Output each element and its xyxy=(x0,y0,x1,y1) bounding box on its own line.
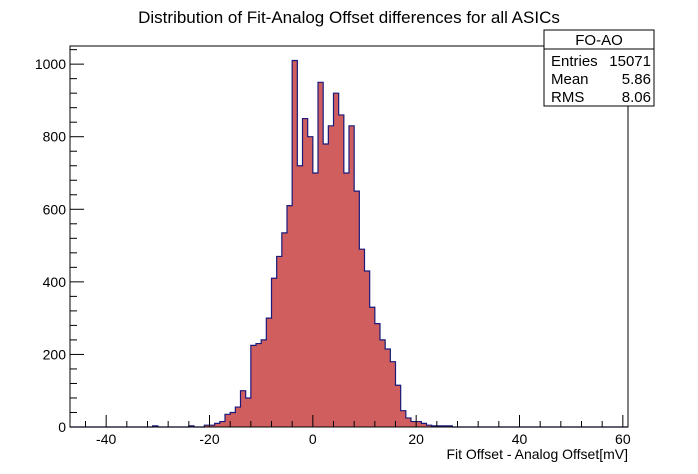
histogram-bar xyxy=(328,125,334,427)
histogram-bar xyxy=(333,93,339,428)
stats-rms-label: RMS xyxy=(551,89,584,106)
histogram-bar xyxy=(421,423,427,427)
histogram-bar xyxy=(266,318,272,427)
histogram-bar xyxy=(323,143,329,427)
stats-box: FO-AO Entries 15071 Mean 5.86 RMS 8.06 xyxy=(543,29,655,107)
y-tick-label: 0 xyxy=(58,419,66,435)
histogram-bars xyxy=(152,60,453,428)
histogram-bar xyxy=(276,256,283,427)
histogram-bar xyxy=(364,270,370,427)
histogram-bar xyxy=(225,414,231,427)
histogram-bar xyxy=(240,390,246,427)
histogram-bar xyxy=(235,407,241,427)
histogram-bar xyxy=(245,397,252,427)
histogram-bar xyxy=(349,125,355,427)
histogram-bar xyxy=(230,412,236,427)
x-tick-label: -20 xyxy=(199,431,219,447)
histogram-bar xyxy=(261,339,267,427)
histogram-bar xyxy=(281,232,288,427)
histogram-bar xyxy=(354,191,360,427)
stats-rms-value: 8.06 xyxy=(622,89,651,106)
histogram-bar xyxy=(426,425,432,427)
histogram-bar xyxy=(250,345,257,427)
x-tick-label: 0 xyxy=(309,431,317,447)
y-tick-label: 1000 xyxy=(35,56,66,72)
x-tick-label: 40 xyxy=(512,431,528,447)
histogram-bar xyxy=(292,60,298,427)
histogram-bar xyxy=(338,114,345,427)
histogram-bar xyxy=(374,323,381,427)
stats-entries-value: 15071 xyxy=(609,53,651,70)
x-axis-ticks: -40 -20 0 20 40 60 xyxy=(85,415,631,447)
histogram-bar xyxy=(219,421,226,427)
histogram-bar xyxy=(359,249,365,427)
y-tick-label: 800 xyxy=(43,129,67,145)
chart-title: Distribution of Fit-Analog Offset differ… xyxy=(138,8,560,27)
histogram-bar xyxy=(380,339,386,427)
histogram-bar xyxy=(302,118,308,427)
histogram-bar xyxy=(312,173,319,427)
y-tick-label: 200 xyxy=(43,346,67,362)
histogram-bar xyxy=(395,385,401,427)
histogram-bar xyxy=(214,423,221,427)
stats-mean-value: 5.86 xyxy=(622,71,651,88)
histogram-bar xyxy=(385,348,391,427)
y-axis-ticks: 0 200 400 600 800 1000 xyxy=(35,49,84,435)
histogram-bar xyxy=(287,205,293,427)
histogram-bar xyxy=(411,421,417,427)
histogram-bar xyxy=(256,343,262,427)
y-tick-label: 600 xyxy=(43,201,67,217)
histogram-bar xyxy=(209,425,215,427)
x-axis-label: Fit Offset - Analog Offset[mV] xyxy=(446,446,628,462)
x-tick-label: 60 xyxy=(615,431,631,447)
histogram-bar xyxy=(318,82,324,427)
histogram-bar xyxy=(297,165,303,428)
histogram-bar xyxy=(400,410,407,427)
histogram-bar xyxy=(390,361,396,427)
histogram-bar xyxy=(343,173,350,427)
stats-title: FO-AO xyxy=(575,32,623,49)
histogram-bar xyxy=(307,136,314,427)
stats-entries-label: Entries xyxy=(551,53,598,70)
histogram-bar xyxy=(405,417,412,427)
histogram-bar xyxy=(416,421,422,427)
histogram-bar xyxy=(204,425,210,427)
stats-mean-label: Mean xyxy=(551,71,589,88)
y-tick-label: 400 xyxy=(43,274,67,290)
histogram-bar xyxy=(369,307,376,427)
x-tick-label: -40 xyxy=(96,431,116,447)
plot-frame xyxy=(69,45,629,428)
histogram-bar xyxy=(271,278,277,427)
x-tick-label: 20 xyxy=(408,431,424,447)
